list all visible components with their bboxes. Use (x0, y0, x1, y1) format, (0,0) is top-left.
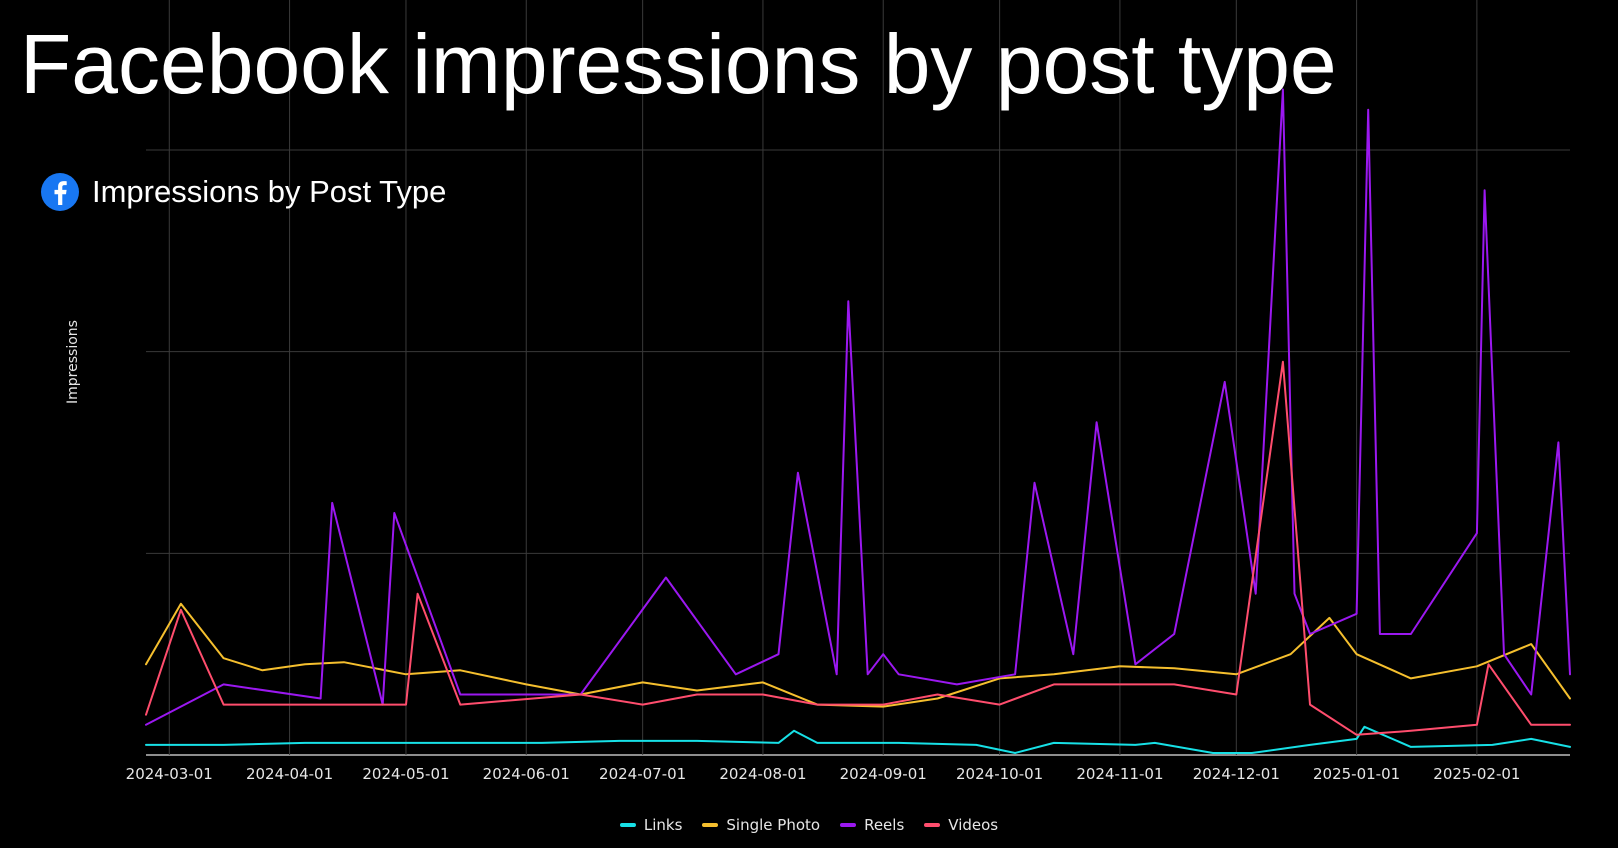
x-tick-label: 2024-05-01 (362, 765, 449, 783)
legend-label: Videos (948, 816, 999, 834)
legend-item[interactable]: Links (619, 816, 683, 834)
series-line-links (145, 725, 1571, 754)
legend-item[interactable]: Reels (840, 816, 904, 834)
x-tick-label: 2024-09-01 (840, 765, 927, 783)
legend-swatch (924, 823, 941, 827)
x-tick-label: 2024-07-01 (599, 765, 686, 783)
legend-swatch (840, 823, 857, 827)
chart-axes: 2024-03-01 2024-04-01 2024-05-01 2024-06-01… (65, 320, 1520, 783)
legend-label: Links (643, 816, 683, 834)
chart-legend: Links Single Photo Reels Videos (0, 816, 1618, 834)
x-tick-label: 2024-03-01 (126, 765, 213, 783)
x-tick-label: 2025-02-01 (1433, 765, 1520, 783)
facebook-icon (41, 173, 79, 211)
x-tick-label: 2024-11-01 (1076, 765, 1163, 783)
chart-title: Impressions by Post Type (92, 174, 447, 209)
chart-series (145, 88, 1571, 754)
legend-label: Single Photo (726, 816, 821, 834)
legend-label: Reels (864, 816, 905, 834)
page-title: Facebook impressions by post type (20, 17, 1337, 111)
legend-swatch (619, 823, 636, 827)
chart-grid (146, 0, 1570, 756)
legend-item[interactable]: Single Photo (702, 816, 820, 834)
chart-header: Impressions by Post Type (40, 172, 446, 212)
series-line-reels (145, 88, 1571, 726)
x-tick-label: 2024-04-01 (246, 765, 333, 783)
x-tick-label: 2024-12-01 (1193, 765, 1280, 783)
legend-swatch (702, 823, 719, 827)
legend-item[interactable]: Videos (924, 816, 998, 834)
x-tick-label: 2024-06-01 (483, 765, 570, 783)
x-tick-label: 2025-01-01 (1313, 765, 1400, 783)
series-line-videos (145, 360, 1571, 736)
x-tick-label: 2024-08-01 (719, 765, 806, 783)
y-axis-label: Impressions (65, 320, 81, 404)
x-tick-label: 2024-10-01 (956, 765, 1043, 783)
